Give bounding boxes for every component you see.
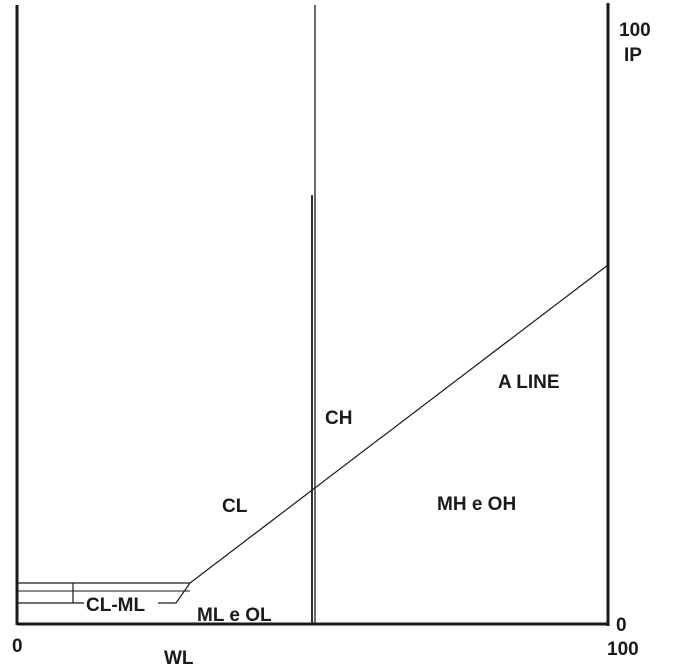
x-axis-max-label: 100 — [607, 639, 639, 660]
x-axis-label: WL — [164, 648, 194, 669]
zone-label-cl: CL — [222, 496, 248, 517]
y-axis-min-label: 0 — [616, 615, 627, 636]
a-line-label: A LINE — [498, 372, 560, 393]
y-axis-label: IP — [624, 45, 642, 66]
zone-label-ch: CH — [325, 408, 352, 429]
zone-label-cl-ml: CL-ML — [86, 595, 145, 616]
zone-label-ml-ol: ML e OL — [197, 605, 272, 626]
a-line — [189, 264, 609, 584]
y-axis-max-label: 100 — [619, 20, 651, 41]
zone-label-mh-oh: MH e OH — [437, 494, 516, 515]
x-axis-min-label: 0 — [12, 636, 23, 657]
a-line-tail — [166, 582, 191, 604]
